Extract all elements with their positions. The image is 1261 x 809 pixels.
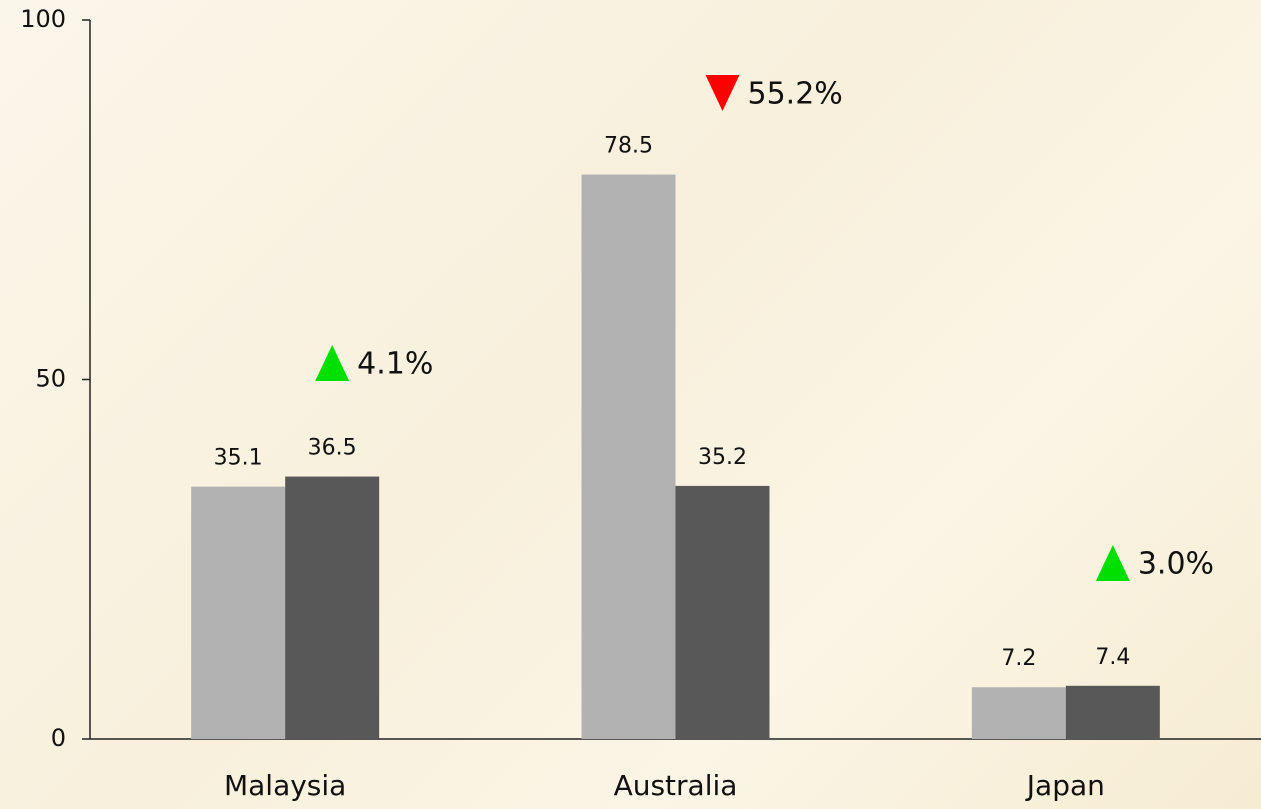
- bar: [675, 485, 770, 739]
- x-tick-label: Malaysia: [224, 769, 346, 802]
- y-tick-label: 100: [20, 5, 66, 33]
- y-tick-label: 0: [51, 724, 66, 752]
- x-tick-label: Japan: [1025, 769, 1105, 802]
- change-arrow: [315, 345, 350, 381]
- data-label: 7.2: [1001, 646, 1036, 671]
- change-arrow: [1095, 545, 1130, 581]
- data-label: 35.1: [214, 446, 263, 471]
- bar: [191, 486, 286, 739]
- bar: [285, 476, 380, 739]
- change-label: 4.1%: [357, 347, 433, 382]
- data-label: 7.4: [1095, 645, 1130, 670]
- data-label: 35.2: [698, 445, 747, 470]
- change-label: 3.0%: [1138, 547, 1214, 582]
- data-label: 36.5: [308, 436, 357, 461]
- data-label: 78.5: [604, 134, 653, 159]
- bar: [1065, 685, 1160, 739]
- y-tick-label: 50: [35, 365, 66, 393]
- change-arrow: [705, 75, 740, 111]
- x-tick-label: Australia: [614, 769, 738, 802]
- bar: [581, 174, 676, 739]
- change-label: 55.2%: [748, 77, 843, 112]
- bar: [971, 687, 1066, 739]
